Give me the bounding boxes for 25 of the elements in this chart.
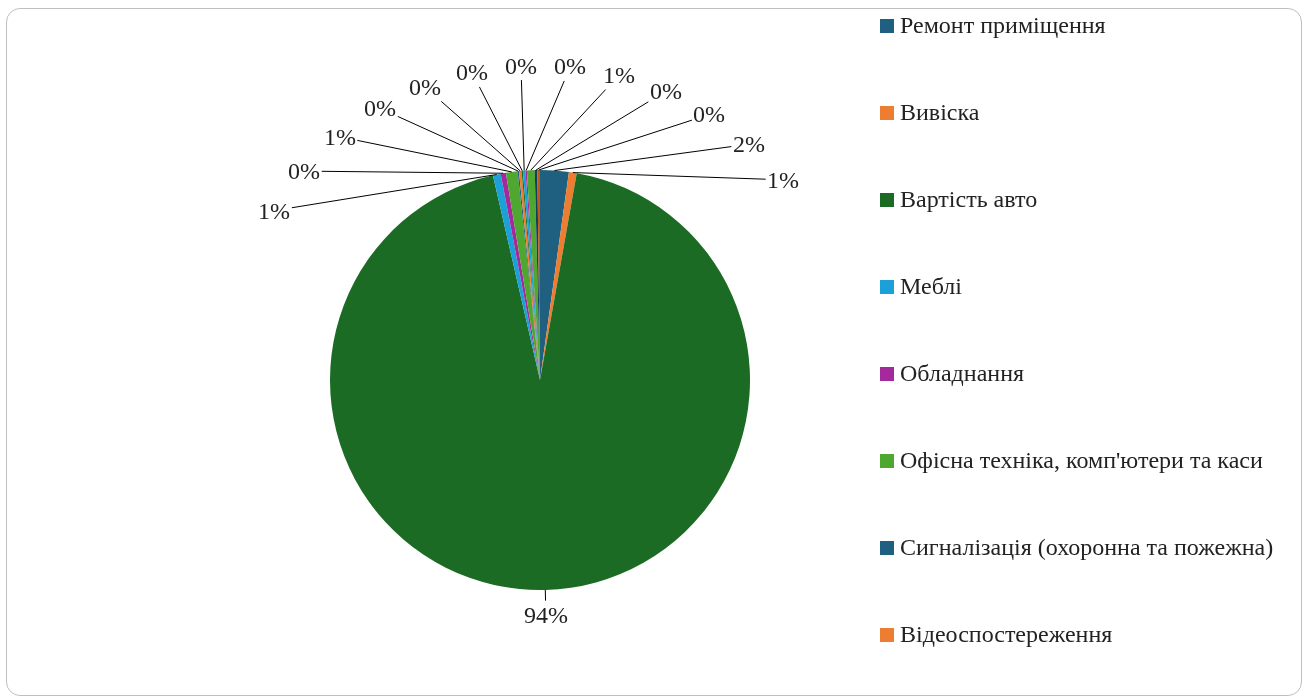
data-label: 0% <box>693 101 725 127</box>
pie-slice <box>330 173 750 590</box>
data-label: 0% <box>505 53 537 79</box>
legend-label: Обладнання <box>900 360 1025 387</box>
data-label: 1% <box>258 198 290 224</box>
data-label: 2% <box>733 131 765 157</box>
data-label: 1% <box>324 124 356 150</box>
legend-label: Сигналізація (охоронна та пожежна) <box>900 534 1274 561</box>
legend-label: Вартість авто <box>900 186 1038 213</box>
data-label: 1% <box>767 167 799 193</box>
data-label: 0% <box>288 158 320 184</box>
legend-label: Вивіска <box>900 99 980 126</box>
pie-slice <box>492 173 540 380</box>
data-label: 1% <box>603 62 635 88</box>
data-label: 0% <box>554 53 586 79</box>
data-label: 94% <box>524 602 568 628</box>
data-label: 0% <box>409 74 441 100</box>
legend-label: Відеоспостереження <box>900 621 1113 648</box>
pie-slice <box>540 172 577 380</box>
data-label: 0% <box>650 78 682 104</box>
data-label: 0% <box>364 95 396 121</box>
data-label: 0% <box>456 59 488 85</box>
legend-label: Меблі <box>900 273 962 300</box>
legend-label: Ремонт приміщення <box>900 12 1106 39</box>
legend-label: Офісна техніка, комп'ютери та каси <box>900 447 1263 474</box>
